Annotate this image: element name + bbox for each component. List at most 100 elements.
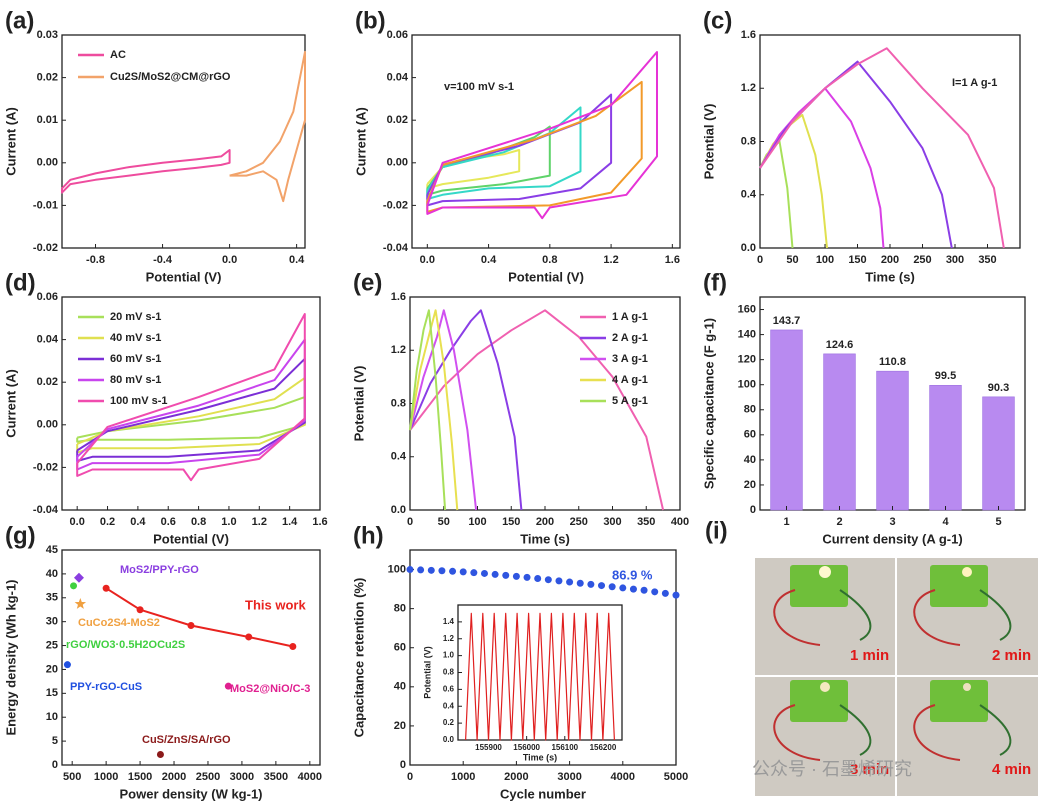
y-tick-label: 25 <box>46 639 58 651</box>
point <box>406 566 414 574</box>
marker <box>63 661 71 669</box>
bar <box>982 396 1015 511</box>
x-tick-label: 0.8 <box>191 516 206 528</box>
annotation: I=1 A g-1 <box>952 77 997 89</box>
x-tick-label: 3000 <box>557 771 581 783</box>
x-tick-label: 1000 <box>451 771 475 783</box>
x-tick-label: 5 <box>995 516 1001 528</box>
y-tick-label: 0.02 <box>37 72 58 84</box>
bar <box>770 329 803 511</box>
x-axis-title: Potential (V) <box>146 269 222 284</box>
bar <box>876 370 909 511</box>
y-tick-label: 1.2 <box>443 634 455 643</box>
y-tick-label: 1.0 <box>443 651 455 660</box>
y-tick-label: 0.2 <box>443 718 455 727</box>
marker <box>70 582 78 590</box>
x-tick-label: 0.2 <box>100 516 115 528</box>
y-tick-label: 10 <box>46 711 58 723</box>
y-tick-label: 120 <box>738 354 756 366</box>
series-label: MoS2@NiO/C-3 <box>230 683 310 695</box>
x-tick-label: 1.2 <box>603 254 618 266</box>
y-tick-label: 20 <box>46 663 58 675</box>
series-line <box>759 113 828 249</box>
point <box>512 572 520 580</box>
y-axis-title: Capacitance retention (%) <box>351 578 366 738</box>
x-tick-label: 300 <box>603 516 621 528</box>
point <box>502 571 510 579</box>
marker <box>224 682 232 690</box>
point <box>449 567 457 575</box>
series-label: PPY-rGO-CuS <box>70 681 142 693</box>
x-tick-label: 1.2 <box>252 516 267 528</box>
legend-label: 4 A g-1 <box>612 374 648 386</box>
y-tick-label: 15 <box>46 687 58 699</box>
x-tick-label: 0.6 <box>161 516 176 528</box>
y-tick-label: 0 <box>400 759 406 771</box>
point <box>619 584 627 592</box>
series-line <box>759 47 1005 249</box>
x-tick-label: 2 <box>836 516 842 528</box>
legend-label: AC <box>110 49 126 61</box>
x-tick-label: 150 <box>502 516 520 528</box>
x-axis-title: Time (s) <box>523 752 557 762</box>
y-tick-label: 0.8 <box>741 135 756 147</box>
y-tick-label: 60 <box>744 429 756 441</box>
point <box>661 589 669 597</box>
y-axis-title: Energy density (Wh kg-1) <box>3 579 18 735</box>
y-tick-label: 0.06 <box>37 291 58 303</box>
y-tick-label: 0.8 <box>391 397 406 409</box>
value-label: 90.3 <box>988 382 1009 394</box>
y-tick-label: 0.0 <box>391 504 406 516</box>
y-tick-label: 0.8 <box>443 668 455 677</box>
y-axis-title: Potential (V) <box>422 646 432 699</box>
x-tick-label: 0.4 <box>130 516 146 528</box>
x-tick-label: 250 <box>913 254 931 266</box>
legend-label: Cu2S/MoS2@CM@rGO <box>110 71 231 83</box>
point <box>576 579 584 587</box>
y-tick-label: 0.00 <box>387 157 408 169</box>
point <box>491 570 499 578</box>
x-tick-label: 156200 <box>590 743 617 752</box>
plot-frame <box>759 34 1021 249</box>
x-tick-label: 1500 <box>128 771 152 783</box>
point <box>459 568 467 576</box>
x-tick-label: 2500 <box>196 771 220 783</box>
y-axis-title: Specific capacitance (F g-1) <box>701 318 716 489</box>
x-tick-label: 4000 <box>298 771 322 783</box>
point <box>480 569 488 577</box>
y-tick-label: 30 <box>46 616 58 628</box>
y-tick-label: 0.00 <box>37 419 58 431</box>
y-axis-title: Potential (V) <box>701 104 716 180</box>
x-axis-title: Potential (V) <box>153 531 229 546</box>
panel-label: (i) <box>705 517 728 544</box>
panel-label: (c) <box>703 7 732 34</box>
series-line <box>426 93 613 207</box>
legend-label: 20 mV s-1 <box>110 311 161 323</box>
marker <box>102 584 110 592</box>
y-tick-label: -0.04 <box>33 504 59 516</box>
series-line <box>409 309 665 511</box>
x-tick-label: 2000 <box>504 771 528 783</box>
panel-label: (f) <box>703 269 727 296</box>
x-tick-label: 0.4 <box>481 254 497 266</box>
plot-frame <box>409 549 677 766</box>
y-tick-label: -0.02 <box>33 242 58 254</box>
x-tick-label: 0.0 <box>420 254 435 266</box>
x-tick-label: 250 <box>570 516 588 528</box>
marker <box>74 597 87 609</box>
point <box>587 580 595 588</box>
x-tick-label: 5000 <box>664 771 688 783</box>
series-label: CuS/ZnS/SA/rGO <box>142 734 231 746</box>
y-axis-title: Current (A) <box>3 107 18 176</box>
y-tick-label: 0.03 <box>37 29 58 41</box>
legend-label: 5 A g-1 <box>612 395 648 407</box>
legend-label: 100 mV s-1 <box>110 395 167 407</box>
legend-label: 2 A g-1 <box>612 332 648 344</box>
point <box>629 585 637 593</box>
y-tick-label: -0.04 <box>383 242 409 254</box>
series-line <box>409 309 478 511</box>
x-tick-label: 0 <box>757 254 763 266</box>
value-label: 99.5 <box>935 370 956 382</box>
x-tick-label: 1.6 <box>312 516 327 528</box>
legend-label: 60 mV s-1 <box>110 353 161 365</box>
